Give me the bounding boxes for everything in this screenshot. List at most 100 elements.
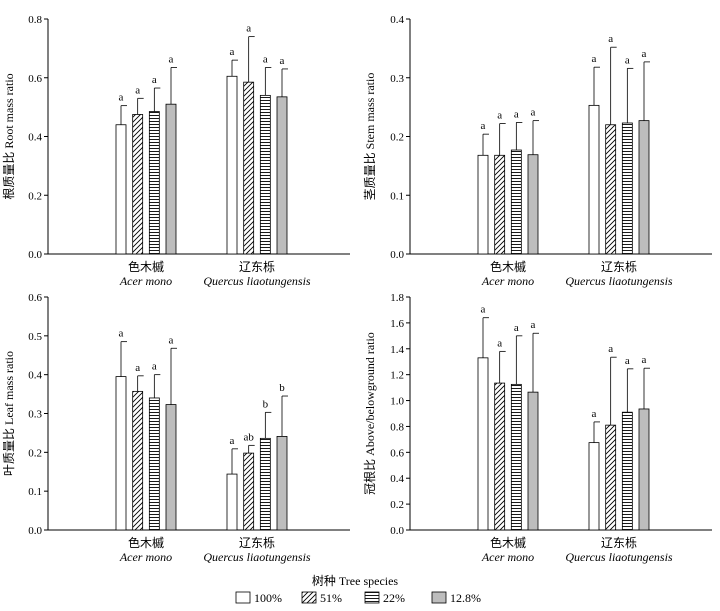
bar-root-1-3 [276, 96, 288, 255]
legend-swatch-diagonal [301, 591, 317, 604]
y-tick-label: 0.8 [28, 14, 42, 26]
significance-letter: a [481, 304, 486, 316]
y-tick-label: 0.4 [28, 132, 42, 144]
bar-above-1-1 [605, 424, 617, 531]
bar-stem-1-3 [638, 120, 650, 255]
bar-above-0-2 [510, 383, 522, 531]
category-label-en: Acer mono [481, 274, 534, 288]
y-tick-label: 0.0 [28, 525, 42, 537]
significance-letter: a [608, 343, 613, 355]
x-axis-title: 树种 Tree species [312, 573, 399, 588]
significance-letter: b [279, 382, 285, 394]
category-label-cn: 色木槭 [128, 260, 164, 274]
bar-root-0-3 [165, 103, 177, 255]
bar-above-1-0 [588, 442, 600, 531]
significance-letter: a [592, 408, 597, 420]
y-tick-label: 0.3 [28, 409, 42, 421]
significance-letter: a [514, 322, 519, 334]
bar-root-1-1 [243, 81, 255, 255]
significance-letter: a [592, 53, 597, 65]
legend: 100% 51% 22% 12.8% [235, 591, 481, 605]
significance-letter: a [135, 362, 140, 374]
significance-letter: a [152, 361, 157, 373]
y-tick-label: 0.0 [28, 249, 42, 261]
y-tick-label: 0.5 [28, 331, 42, 343]
significance-letter: a [135, 84, 140, 96]
category-label-cn: 色木槭 [128, 536, 164, 550]
bar-root-0-0 [115, 124, 127, 255]
category-label-en: Quercus liaotungensis [203, 550, 311, 564]
bar-leaf-1-2 [259, 437, 271, 531]
y-tick-label: 1.2 [390, 370, 404, 382]
significance-letter: a [642, 48, 647, 60]
bar-above-0-0 [477, 357, 489, 531]
significance-letter: a [531, 319, 536, 331]
significance-letter: a [263, 53, 268, 65]
category-label-en: Quercus liaotungensis [565, 550, 673, 564]
category-label-cn: 辽东栎 [239, 536, 275, 550]
y-axis-label: 叶质量比 Leaf mass ratio [2, 351, 16, 476]
y-tick-label: 0.1 [390, 190, 404, 202]
legend-label: 100% [254, 591, 282, 605]
category-label-en: Acer mono [119, 274, 172, 288]
bar-leaf-0-1 [132, 390, 144, 531]
bar-stem-1-0 [588, 104, 600, 255]
y-tick-label: 0.0 [390, 249, 404, 261]
significance-letter: a [119, 328, 124, 340]
category-label-en: Acer mono [481, 550, 534, 564]
significance-letter: a [230, 46, 235, 58]
bar-root-1-2 [259, 94, 271, 255]
panel-leaf: 0.0 0.1 0.2 0.3 0.4 0.5 0.6 叶质量比 Leaf mass rati… [2, 292, 350, 564]
bar-root-0-2 [148, 111, 160, 255]
bar-leaf-1-3 [276, 436, 288, 531]
y-axis-label: 茎质量比 Stem mass ratio [363, 73, 377, 201]
bar-root-1-0 [226, 75, 238, 255]
significance-letter: a [280, 55, 285, 67]
y-tick-label: 0.2 [390, 499, 404, 511]
y-tick-label: 0.0 [390, 525, 404, 537]
y-tick-label: 0.1 [28, 486, 42, 498]
category-label-cn: 色木槭 [490, 260, 526, 274]
category-label-cn: 辽东栎 [601, 260, 637, 274]
bar-leaf-0-2 [148, 397, 160, 531]
y-axis-label: 冠根比 Above/belowground ratio [363, 332, 377, 495]
bar-stem-1-2 [621, 122, 633, 255]
significance-letter: a [497, 337, 502, 349]
significance-letter: a [514, 108, 519, 120]
bar-stem-0-1 [494, 154, 506, 255]
y-tick-label: 0.4 [390, 473, 404, 485]
significance-letter: a [608, 33, 613, 45]
y-tick-label: 0.8 [390, 421, 404, 433]
bar-above-1-2 [621, 411, 633, 531]
category-label-cn: 色木槭 [490, 536, 526, 550]
bar-leaf-0-3 [165, 404, 177, 531]
y-tick-label: 1.6 [390, 318, 404, 330]
y-tick-label: 0.3 [390, 73, 404, 85]
bar-root-0-1 [132, 114, 144, 255]
bar-above-1-3 [638, 408, 650, 531]
bar-above-0-1 [494, 382, 506, 531]
legend-label: 22% [383, 591, 405, 605]
bar-stem-0-2 [510, 149, 522, 255]
bar-stem-1-1 [605, 124, 617, 255]
significance-letter: a [625, 355, 630, 367]
y-tick-label: 1.8 [390, 292, 404, 304]
significance-letter: a [169, 334, 174, 346]
significance-letter: a [481, 120, 486, 132]
significance-letter: ab [243, 431, 254, 443]
bar-leaf-0-0 [115, 376, 127, 531]
legend-label: 12.8% [450, 591, 481, 605]
y-tick-label: 0.2 [28, 190, 42, 202]
panel-above: 0.0 0.2 0.4 0.6 0.8 1.0 1.2 1.4 1.6 1.8 冠根比 Above/… [363, 292, 712, 564]
legend-swatch-empty [235, 591, 251, 604]
significance-letter: a [230, 435, 235, 447]
legend-swatch-gray [431, 591, 447, 604]
y-tick-label: 1.0 [390, 396, 404, 408]
significance-letter: a [531, 107, 536, 119]
significance-letter: a [642, 354, 647, 366]
y-tick-label: 0.4 [28, 370, 42, 382]
y-tick-label: 0.6 [28, 73, 42, 85]
